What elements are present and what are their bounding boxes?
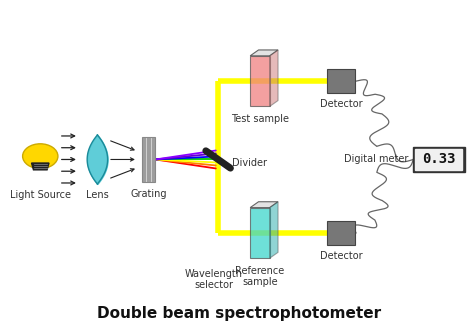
Text: Grating: Grating <box>130 189 167 199</box>
Bar <box>416 149 462 170</box>
Text: Lens: Lens <box>86 191 109 201</box>
Text: Light Source: Light Source <box>10 191 71 201</box>
Polygon shape <box>250 202 278 208</box>
Bar <box>250 56 270 107</box>
Polygon shape <box>250 50 278 56</box>
Text: Divider: Divider <box>232 158 267 168</box>
Text: Reference
sample: Reference sample <box>235 266 284 287</box>
Polygon shape <box>270 50 278 107</box>
Bar <box>142 137 155 182</box>
Text: Detector: Detector <box>320 251 363 261</box>
Text: 0.33: 0.33 <box>422 152 456 166</box>
Text: Digital meter: Digital meter <box>344 154 409 164</box>
Text: Detector: Detector <box>320 99 363 109</box>
Bar <box>327 221 355 245</box>
Text: Test sample: Test sample <box>231 114 289 124</box>
Circle shape <box>23 144 58 169</box>
Text: Wavelength
selector: Wavelength selector <box>184 269 243 290</box>
Polygon shape <box>270 202 278 258</box>
Bar <box>413 147 465 172</box>
Bar <box>327 69 355 93</box>
Text: Double beam spectrophotometer: Double beam spectrophotometer <box>97 306 381 321</box>
Polygon shape <box>32 163 49 170</box>
Bar <box>250 208 270 258</box>
